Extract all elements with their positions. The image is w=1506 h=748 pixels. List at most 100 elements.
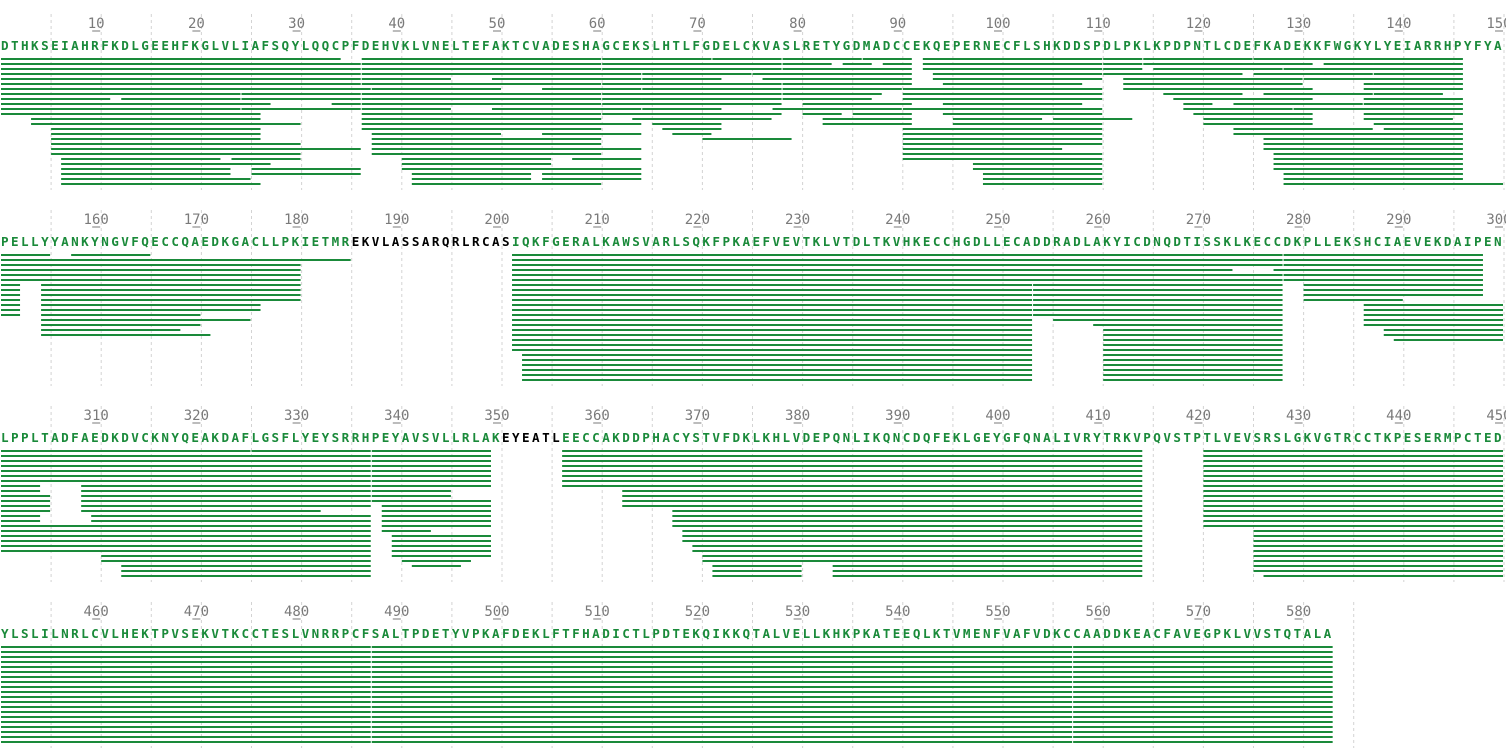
residue-letter: Y — [91, 234, 99, 249]
peptide-bar — [1283, 279, 1483, 281]
peptide-bar — [1103, 354, 1283, 356]
peptide-bar — [371, 490, 451, 492]
peptide-bar — [1203, 465, 1503, 467]
peptide-bar — [41, 329, 181, 331]
residue-letter: Y — [322, 430, 330, 445]
peptide-bar — [381, 520, 491, 522]
residue-letter: K — [1264, 38, 1272, 53]
position-tick-label: 310 — [84, 408, 109, 424]
residue-letter: L — [813, 626, 821, 641]
peptide-bar — [1, 284, 21, 286]
peptide-bar — [1263, 138, 1463, 140]
residue-letter: V — [773, 234, 781, 249]
peptide-bar — [672, 510, 1143, 512]
peptide-bar — [782, 58, 862, 60]
residue-letter: K — [753, 38, 761, 53]
peptide-bar — [1123, 78, 1303, 80]
peptide-bar — [1073, 716, 1333, 718]
residue-letter: L — [262, 234, 270, 249]
peptide-bar — [361, 78, 451, 80]
residue-letter: L — [231, 38, 239, 53]
residue-letter: A — [1173, 626, 1181, 641]
residue-letter: K — [692, 626, 700, 641]
peptide-bar — [822, 123, 912, 125]
peptide-bar — [1, 460, 371, 462]
residue-letter: T — [442, 626, 450, 641]
position-tick-label: 280 — [1286, 212, 1311, 228]
peptide-bar — [1303, 289, 1483, 291]
residue-letter: R — [452, 234, 460, 249]
residue-letter: V — [793, 234, 801, 249]
residue-letter: P — [1183, 38, 1191, 53]
residue-letter: K — [732, 626, 740, 641]
position-tick-label: 490 — [384, 604, 409, 620]
peptide-bar — [782, 88, 902, 90]
peptide-bar — [1073, 666, 1333, 668]
residue-letter: F — [241, 430, 249, 445]
residue-letter: Y — [1, 626, 9, 641]
residue-letter: D — [973, 234, 981, 249]
residue-letter: P — [1474, 234, 1482, 249]
peptide-bar — [381, 525, 491, 527]
residue-letter: Q — [442, 234, 450, 249]
residue-letter: A — [1093, 234, 1101, 249]
residue-letter: Q — [1153, 430, 1161, 445]
residue-letter: M — [1444, 430, 1452, 445]
residue-letter: T — [512, 38, 520, 53]
position-tick-label: 260 — [1086, 212, 1111, 228]
peptide-bar — [1233, 128, 1373, 130]
residue-letter: A — [742, 234, 750, 249]
position-tick-label: 190 — [384, 212, 409, 228]
residue-letter: C — [1223, 38, 1231, 53]
residue-letter: A — [1414, 38, 1422, 53]
residue-letter: K — [1243, 234, 1251, 249]
residue-letter: Y — [1384, 38, 1392, 53]
peptide-bar — [41, 309, 261, 311]
position-tick-label: 230 — [785, 212, 810, 228]
residue-letter: F — [1474, 38, 1482, 53]
peptide-bar — [1303, 284, 1483, 286]
peptide-bar — [1, 540, 371, 542]
peptide-bar — [1303, 78, 1463, 80]
peptide-bar — [832, 575, 1143, 577]
residue-letter: S — [402, 234, 410, 249]
peptide-bar — [1373, 73, 1463, 75]
peptide-bar — [371, 143, 602, 145]
residue-letter: R — [332, 626, 340, 641]
residue-letter: L — [793, 38, 801, 53]
position-tick-label: 570 — [1186, 604, 1211, 620]
residue-letter: E — [943, 430, 951, 445]
residue-letter: L — [1284, 430, 1292, 445]
residue-letter: V — [171, 626, 179, 641]
residue-letter: Y — [1113, 234, 1121, 249]
residue-letter: K — [111, 430, 119, 445]
peptide-bar — [41, 314, 201, 316]
peptide-bar — [371, 153, 602, 155]
peptide-bar — [401, 560, 471, 562]
residue-letter: A — [492, 626, 500, 641]
residue-letter: C — [352, 626, 360, 641]
peptide-bar — [1263, 575, 1503, 577]
peptide-bar — [331, 103, 361, 105]
residue-letter: E — [191, 626, 199, 641]
peptide-bar — [91, 515, 371, 517]
peptide-bar — [371, 696, 1073, 698]
residue-letter: C — [903, 38, 911, 53]
peptide-bar — [1, 254, 51, 256]
position-tick-label: 90 — [889, 16, 906, 32]
residue-letter: L — [1213, 430, 1221, 445]
peptide-bar — [702, 138, 792, 140]
peptide-bar — [1033, 304, 1283, 306]
residue-letter: K — [1133, 38, 1141, 53]
peptide-bar — [371, 706, 1073, 708]
residue-letter: K — [492, 430, 500, 445]
peptide-bar — [902, 148, 1063, 150]
residue-letter: G — [702, 38, 710, 53]
residue-letter: K — [1223, 234, 1231, 249]
peptide-bar — [41, 284, 301, 286]
residue-letter: F — [362, 626, 370, 641]
residue-letter: C — [1133, 234, 1141, 249]
residue-letter: K — [1304, 38, 1312, 53]
peptide-bar — [361, 98, 602, 100]
residue-letter: D — [1173, 234, 1181, 249]
